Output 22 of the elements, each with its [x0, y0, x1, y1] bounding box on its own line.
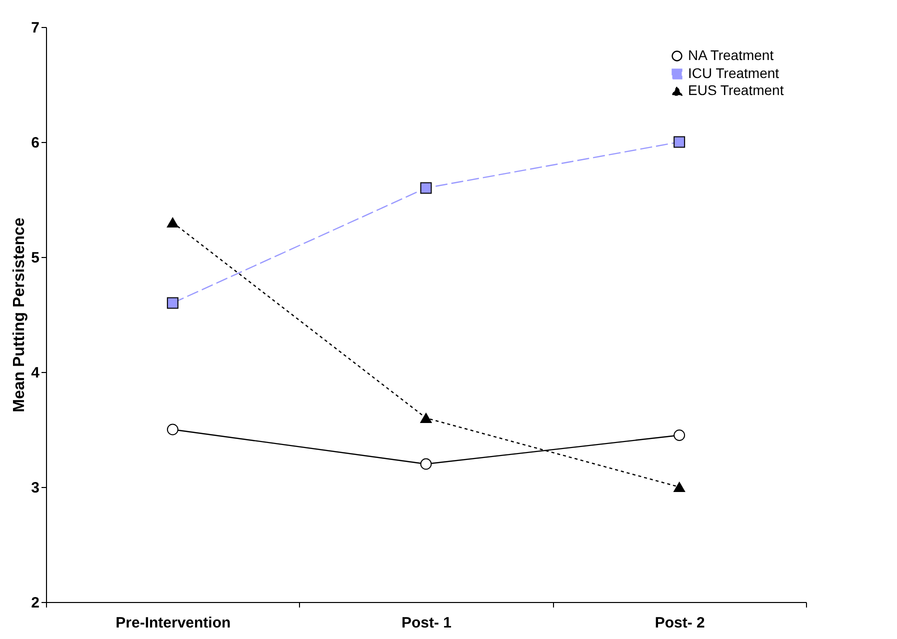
y-tick-label: 7	[31, 20, 40, 36]
x-tick-label: Post- 2	[654, 614, 705, 632]
point	[674, 430, 686, 441]
point	[420, 412, 432, 424]
point	[674, 136, 686, 148]
y-axis-title: Mean Putting Persistence	[11, 218, 28, 412]
point	[420, 182, 432, 194]
point	[166, 424, 178, 436]
y-tick-label: 3	[31, 480, 40, 496]
y-tick-label: 4	[31, 364, 40, 382]
x-tick-label: Pre-Intervention	[116, 614, 231, 632]
point	[420, 458, 432, 470]
y-tick-label: 5	[31, 250, 40, 266]
y-tick-label: 2	[31, 594, 40, 612]
point	[166, 217, 178, 228]
y-tick-label: 6	[31, 134, 40, 152]
point	[674, 482, 686, 492]
legend-label: NA Treatment	[688, 47, 774, 63]
point	[166, 297, 178, 309]
legend-label: EUS Treatment	[688, 82, 784, 98]
legend-label: ICU Treatment	[688, 65, 780, 81]
x-tick-label: Post- 1	[401, 614, 452, 632]
